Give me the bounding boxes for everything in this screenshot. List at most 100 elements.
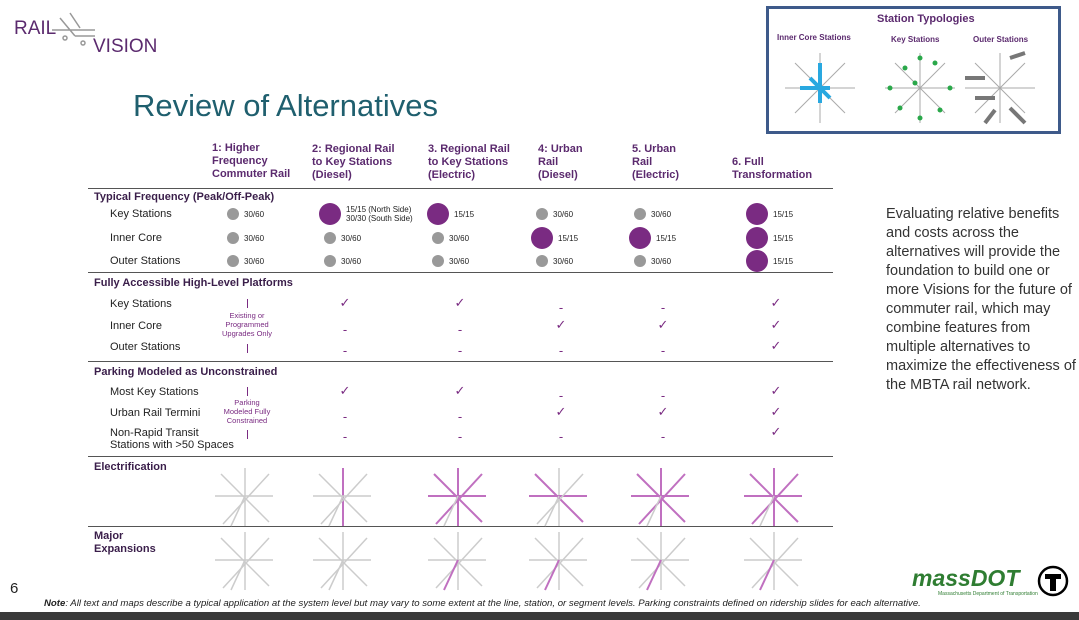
dash: - <box>457 343 463 358</box>
network-map <box>428 468 486 527</box>
column-header: 5. Urban Rail (Electric) <box>632 143 680 181</box>
typology-maps <box>785 51 1035 125</box>
row-label: Urban Rail Termini <box>110 407 201 419</box>
logo-rail: RAIL <box>14 18 57 39</box>
frequency-value: 30/60 <box>553 257 574 266</box>
dash: - <box>558 388 564 403</box>
map-line <box>536 537 584 589</box>
column-header: 2: Regional Rail to Key Stations (Diesel… <box>312 143 395 181</box>
map-line <box>435 473 483 525</box>
network-map <box>631 532 689 591</box>
map-line <box>749 473 799 523</box>
frequency-value: 30/60 <box>244 234 265 243</box>
separator <box>88 361 833 362</box>
dash: - <box>342 343 348 358</box>
frequency-dot <box>746 227 768 249</box>
bracket-bar <box>247 299 248 308</box>
typology-box <box>766 6 1061 134</box>
bracket-bar <box>247 344 248 353</box>
dash: - <box>660 343 666 358</box>
checkmark: ✓ <box>657 404 669 419</box>
network-map <box>744 468 802 527</box>
map-line <box>220 473 270 523</box>
separator <box>88 188 833 189</box>
frequency-dot <box>531 227 553 249</box>
column-header: 1: Higher Frequency Commuter Rail <box>212 142 291 180</box>
frequency-dot <box>629 227 651 249</box>
typology-label: Key Stations <box>891 35 940 44</box>
logo-vision: VISION <box>93 36 158 57</box>
frequency-value: 30/60 <box>244 257 265 266</box>
section-title: Parking Modeled as Unconstrained <box>94 366 278 378</box>
frequency-dot <box>536 208 548 220</box>
typology-title: Station Typologies <box>877 13 975 25</box>
column-header: 4: Urban Rail (Diesel) <box>538 143 583 181</box>
map-line <box>759 495 775 527</box>
frequency-dot <box>432 232 444 244</box>
row-label: Key Stations <box>110 208 172 220</box>
map-line <box>318 473 368 523</box>
frequency-value: 30/60 <box>651 210 672 219</box>
frequency-value: 15/15 <box>773 210 794 219</box>
checkmark: ✓ <box>770 338 782 353</box>
frequency-dot <box>227 255 239 267</box>
map-line <box>638 537 686 589</box>
row-label: Non-Rapid Transit Stations with >50 Spac… <box>110 427 234 451</box>
separator <box>88 526 833 527</box>
map-line <box>751 473 799 525</box>
row-label: Outer Stations <box>110 255 181 267</box>
frequency-dot <box>319 203 341 225</box>
section-title: Major Expansions <box>94 530 156 555</box>
checkmark: ✓ <box>770 404 782 419</box>
column-header: 3. Regional Rail to Key Stations (Electr… <box>428 143 510 181</box>
typology-label: Inner Core Stations <box>777 33 851 42</box>
map-line <box>328 495 344 527</box>
map-line <box>536 473 584 525</box>
frequency-value: 15/15 <box>558 234 579 243</box>
section-title: Electrification <box>94 461 167 473</box>
map-line <box>222 537 270 589</box>
network-map <box>215 532 273 591</box>
network-map <box>313 532 371 591</box>
checkmark: ✓ <box>770 424 782 439</box>
checkmark: ✓ <box>454 383 466 398</box>
frequency-value: 30/60 <box>449 257 470 266</box>
map-line <box>759 559 775 591</box>
map-line <box>230 559 246 591</box>
frequency-value: 30/60 <box>244 210 265 219</box>
frequency-dot <box>634 208 646 220</box>
frequency-value: 30/60 <box>553 210 574 219</box>
separator <box>88 456 833 457</box>
checkmark: ✓ <box>339 383 351 398</box>
footnote-label: Note <box>44 598 66 609</box>
checkmark: ✓ <box>555 317 567 332</box>
map-line <box>230 495 246 527</box>
network-map <box>529 468 587 527</box>
dash: - <box>558 300 564 315</box>
row-label: Inner Core <box>110 232 162 244</box>
network-map <box>529 532 587 591</box>
dash: - <box>558 343 564 358</box>
checkmark: ✓ <box>555 404 567 419</box>
frequency-dot <box>746 250 768 272</box>
section-title: Typical Frequency (Peak/Off-Peak) <box>94 191 275 203</box>
frequency-value: 15/15 <box>773 257 794 266</box>
slide-title: Review of Alternatives <box>133 88 438 123</box>
map-line <box>544 559 560 591</box>
constraint-note: Existing or Programmed Upgrades Only <box>221 311 273 338</box>
map-line <box>328 559 344 591</box>
bottom-bar <box>0 612 1079 620</box>
column-header: 6. Full Transformation <box>732 156 813 181</box>
footnote-text: : All text and maps describe a typical a… <box>65 598 921 609</box>
dash: - <box>660 388 666 403</box>
dash: - <box>660 429 666 444</box>
map-line <box>220 537 270 587</box>
massdot-logo: massDOT <box>912 565 1020 591</box>
frequency-dot <box>536 255 548 267</box>
map-line <box>534 473 584 523</box>
map-line <box>318 537 368 587</box>
row-label: Key Stations <box>110 298 172 310</box>
t-logo <box>1037 565 1069 597</box>
dash: - <box>558 429 564 444</box>
